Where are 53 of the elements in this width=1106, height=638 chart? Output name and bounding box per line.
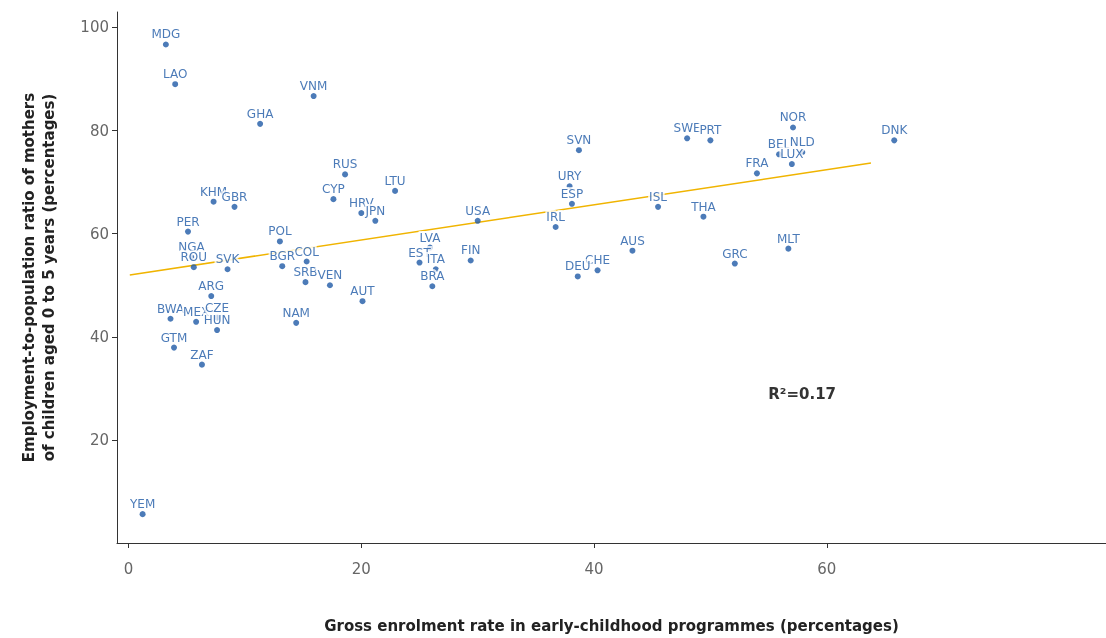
data-label: ESP	[560, 186, 584, 201]
data-label: FRA	[745, 156, 770, 171]
x-axis-title: Gross enrolment rate in early-childhood programmes (percentages)	[324, 616, 899, 635]
data-label: LVA	[419, 230, 442, 245]
data-label: NLD	[789, 135, 815, 150]
data-label: LAO	[162, 67, 188, 82]
data-label: VEN	[317, 268, 343, 283]
data-label: POL	[268, 224, 292, 239]
data-label: BWA	[156, 301, 185, 316]
annotation: R²=0.17	[768, 384, 837, 403]
data-label: GHA	[246, 106, 275, 121]
data-label: YEM	[128, 497, 156, 512]
data-label: LTU	[384, 173, 406, 188]
y-tick-label: 80	[89, 121, 109, 140]
data-label: DNK	[881, 123, 909, 138]
x-tick-label: 20	[351, 559, 371, 578]
data-label: SVN	[566, 133, 592, 148]
data-label: PER	[176, 214, 200, 229]
y-tick-label: 20	[89, 430, 109, 449]
data-label: FIN	[461, 243, 481, 258]
data-label: SWE	[673, 121, 701, 136]
data-label: MDG	[151, 27, 181, 42]
data-label: AUS	[620, 233, 645, 248]
data-label: COL	[294, 244, 320, 259]
x-tick-label: 60	[817, 559, 837, 578]
data-label: AUT	[350, 284, 376, 299]
y-axis-title: Employment-to-population ratio of mothers of children aged 0 to 5 years (percentages)	[20, 92, 58, 463]
data-label: GRC	[722, 246, 748, 261]
data-label: PRT	[699, 123, 723, 138]
data-label: ZAF	[190, 347, 214, 362]
data-label: VNM	[299, 79, 328, 94]
data-label: IRL	[546, 209, 566, 224]
data-label: LUX	[780, 147, 804, 162]
data-label: ARG	[198, 279, 225, 294]
data-label: GTM	[160, 330, 188, 345]
data-label: NOR	[779, 110, 807, 125]
data-label: URY	[557, 169, 583, 184]
data-label: SRB	[293, 265, 318, 280]
data-label: THA	[690, 199, 717, 214]
data-label: MLT	[777, 231, 801, 246]
data-label: BRA	[420, 269, 446, 284]
data-label: BGR	[269, 249, 296, 264]
data-label: CYP	[322, 182, 345, 197]
y-tick-label: 100	[80, 18, 109, 37]
data-label: USA	[465, 203, 491, 218]
y-tick-label: 60	[89, 224, 109, 243]
y-tick-label: 40	[89, 327, 109, 346]
data-label: RUS	[332, 157, 358, 172]
x-tick-label: 0	[123, 559, 134, 578]
data-label: NAM	[282, 305, 310, 320]
x-tick-label: 40	[584, 559, 604, 578]
data-label: ROU	[180, 250, 208, 265]
data-label: HUN	[203, 313, 231, 328]
